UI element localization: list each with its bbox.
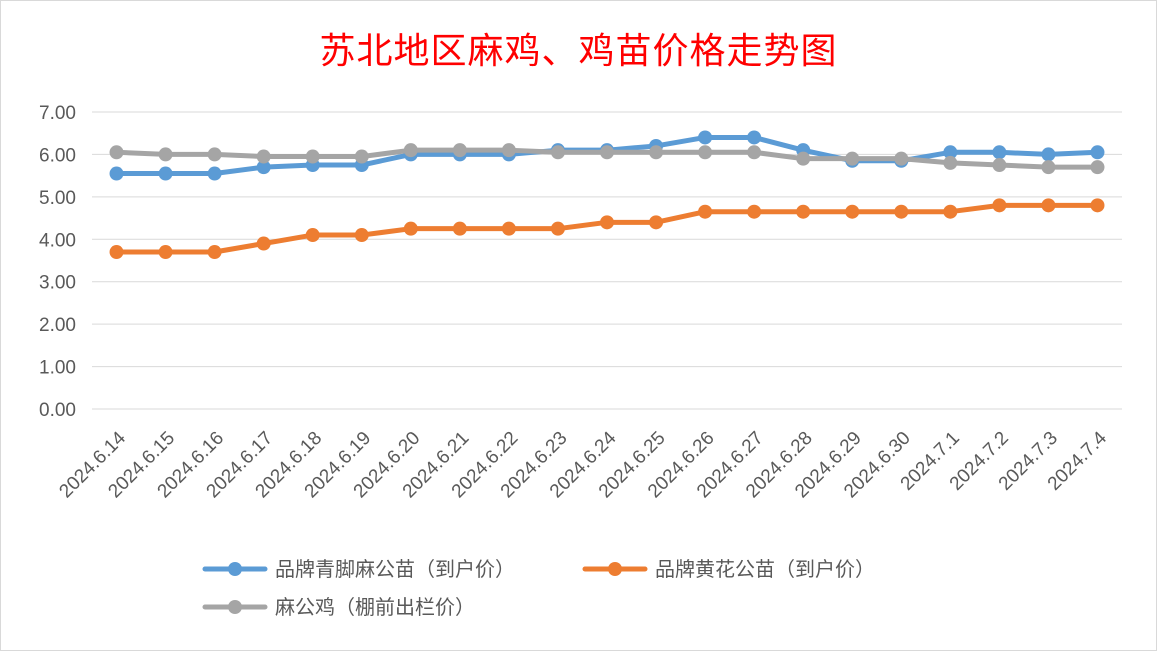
- data-point: [1090, 145, 1105, 160]
- data-point: [894, 151, 909, 166]
- data-point: [452, 221, 467, 236]
- data-point: [354, 149, 369, 164]
- data-point: [403, 221, 418, 236]
- data-point: [796, 204, 811, 219]
- data-point: [796, 151, 811, 166]
- data-point: [649, 215, 664, 230]
- data-point: [550, 221, 565, 236]
- data-point: [158, 147, 173, 162]
- data-point: [600, 215, 614, 230]
- series-2: [109, 198, 1105, 260]
- y-tick-label: 4.00: [39, 230, 76, 251]
- y-tick-label: 5.00: [39, 188, 76, 209]
- legend-item: 品牌黄花公苗（到户价）: [582, 557, 875, 581]
- data-point: [109, 166, 124, 181]
- legend-label: 品牌黄花公苗（到户价）: [655, 557, 875, 581]
- data-point: [747, 145, 762, 160]
- legend-swatch-marker: [608, 562, 622, 576]
- chart-title: 苏北地区麻鸡、鸡苗价格走势图: [319, 31, 838, 72]
- data-point: [992, 198, 1007, 213]
- data-point: [600, 145, 614, 160]
- legend-item: 麻公鸡（棚前出栏价）: [202, 595, 475, 619]
- data-point: [845, 204, 860, 219]
- data-point: [698, 130, 713, 145]
- data-point: [943, 145, 958, 160]
- data-point: [256, 236, 271, 251]
- legend-label: 麻公鸡（棚前出栏价）: [275, 595, 475, 619]
- legend-item: 品牌青脚麻公苗（到户价）: [202, 557, 515, 581]
- data-point: [747, 204, 762, 219]
- data-point: [845, 151, 860, 166]
- data-point: [649, 145, 664, 160]
- legend-swatch-marker: [228, 562, 242, 576]
- data-point: [550, 145, 565, 160]
- data-point: [158, 245, 173, 260]
- data-point: [256, 160, 271, 175]
- y-tick-label: 3.00: [39, 273, 76, 294]
- data-point: [305, 149, 320, 164]
- data-point: [943, 204, 958, 219]
- data-point: [992, 158, 1007, 173]
- data-point: [747, 130, 762, 145]
- y-tick-label: 1.00: [39, 358, 76, 379]
- data-point: [992, 145, 1007, 160]
- legend-swatch-marker: [228, 600, 242, 614]
- data-point: [1090, 198, 1105, 213]
- data-point: [403, 143, 418, 158]
- data-point: [943, 155, 958, 170]
- data-point: [207, 147, 222, 162]
- y-tick-label: 7.00: [39, 103, 76, 124]
- data-point: [501, 143, 516, 158]
- data-point: [207, 166, 222, 181]
- series-3: [109, 143, 1105, 175]
- data-point: [158, 166, 173, 181]
- data-point: [452, 143, 467, 158]
- data-point: [1041, 160, 1056, 175]
- y-tick-label: 6.00: [39, 145, 76, 166]
- data-point: [305, 228, 320, 243]
- data-point: [1090, 160, 1105, 175]
- data-point: [894, 204, 909, 219]
- legend-label: 品牌青脚麻公苗（到户价）: [275, 557, 515, 581]
- data-point: [207, 245, 222, 260]
- y-tick-label: 0.00: [39, 400, 76, 421]
- data-point: [109, 145, 124, 160]
- data-point: [698, 204, 713, 219]
- data-point: [1041, 147, 1056, 162]
- y-tick-label: 2.00: [39, 315, 76, 336]
- data-point: [256, 149, 271, 164]
- data-point: [698, 145, 713, 160]
- data-point: [354, 228, 369, 243]
- data-point: [109, 245, 124, 260]
- data-point: [501, 221, 516, 236]
- data-point: [1041, 198, 1056, 213]
